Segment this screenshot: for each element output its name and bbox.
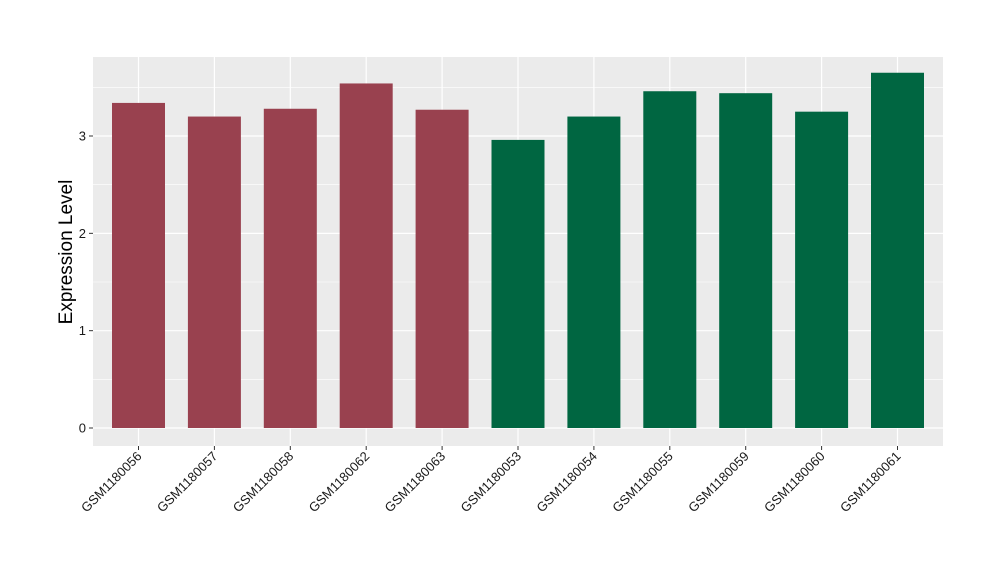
x-tick-label: GSM1180063 — [382, 449, 449, 516]
bar — [415, 109, 469, 429]
x-tick-label: GSM1180057 — [154, 449, 221, 516]
bar — [339, 83, 393, 429]
bar — [643, 91, 697, 429]
bar — [187, 116, 241, 428]
bar — [112, 102, 165, 429]
x-tick-label: GSM1180059 — [685, 449, 752, 516]
x-tick-label: GSM1180056 — [78, 449, 145, 516]
y-axis: 0 1 2 3 — [79, 129, 93, 436]
bar — [491, 139, 545, 428]
bar — [719, 93, 773, 428]
x-tick-label: GSM1180058 — [230, 449, 297, 516]
x-tick-label: GSM1180062 — [306, 449, 373, 516]
bars — [112, 72, 924, 429]
y-tick-label: 0 — [79, 421, 86, 436]
x-tick-label: GSM1180055 — [609, 449, 676, 516]
y-tick-label: 2 — [79, 226, 86, 241]
y-axis-title: Expression Level — [56, 180, 77, 325]
x-tick-label: GSM1180054 — [533, 449, 600, 516]
bar — [871, 72, 924, 429]
y-tick-label: 1 — [79, 323, 86, 338]
x-tick-label: GSM1180060 — [761, 449, 828, 516]
x-tick-label: GSM1180053 — [457, 449, 524, 516]
x-axis: GSM1180056 GSM1180057 GSM1180058 GSM1180062… — [78, 446, 904, 515]
bar — [795, 111, 849, 429]
bar — [567, 116, 621, 428]
y-tick-label: 3 — [79, 129, 86, 144]
bar — [263, 108, 317, 428]
x-tick-label: GSM1180061 — [837, 449, 904, 516]
